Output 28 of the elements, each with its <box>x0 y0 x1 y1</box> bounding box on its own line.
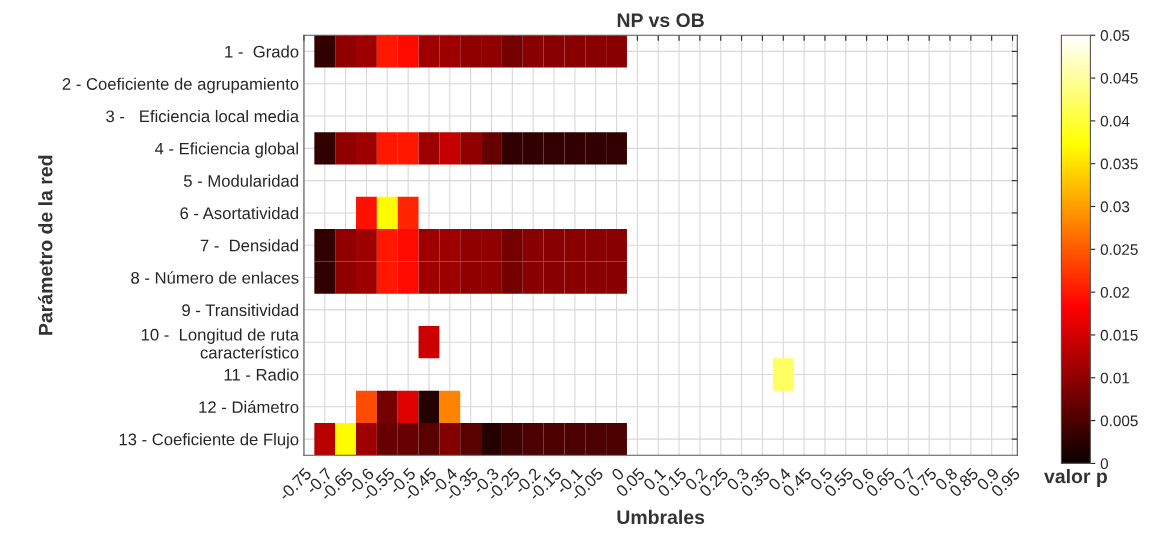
y-tick-label: 2 - Coeficiente de agrupamiento <box>62 77 299 94</box>
y-tick-label: 4 - Eficiencia global <box>154 142 298 158</box>
color-bar-label: 0.01 <box>1100 372 1130 384</box>
y-tick-label: 8 - Número de enlaces <box>131 271 299 284</box>
y-tick-label: 13 - Coeficiente de Flujo <box>119 433 299 449</box>
y-tick-label: 1 - Grado <box>225 45 299 58</box>
color-bar-label: 0.005 <box>1100 415 1138 427</box>
y-axis-title: Parámetro de la red <box>38 155 53 335</box>
color-bar-label: 0.025 <box>1100 244 1138 256</box>
color-bar-label: 0 <box>1100 458 1109 470</box>
color-bar-label: 0.04 <box>1100 115 1130 127</box>
color-bar-label: 0.035 <box>1100 158 1138 170</box>
color-bar-label: 0.05 <box>1100 30 1130 41</box>
color-bar-label: 0.03 <box>1100 201 1130 213</box>
y-tick-label: 6 - Asortatividad <box>180 206 298 220</box>
y-tick-label: 10 - Longitud de ruta característico <box>141 328 300 359</box>
color-bar-label: 0.02 <box>1100 287 1130 298</box>
color-bar-label: 0.015 <box>1100 329 1138 341</box>
y-tick-label: 7 - Densidad <box>200 239 298 252</box>
y-tick-label: 12 - Diámetro <box>199 400 299 414</box>
chart-title: NP vs OB <box>617 13 704 28</box>
color-bar-label: 0.045 <box>1100 72 1138 84</box>
y-tick-label: 3 - Eficiencia local media <box>106 109 300 123</box>
x-axis-title: Umbrales <box>617 509 705 525</box>
y-tick-label: 11 - Radio <box>224 368 299 381</box>
y-tick-label: 5 - Modularidad <box>183 174 298 187</box>
y-tick-label: 9 - Transitividad <box>182 303 298 317</box>
color-bar-title: valor p <box>1044 468 1107 488</box>
